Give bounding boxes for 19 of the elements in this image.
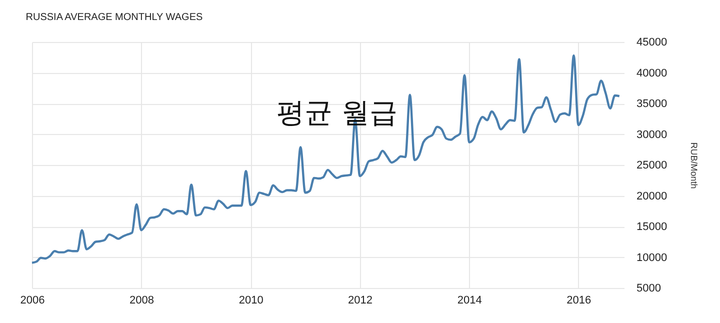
x-tick-label: 2016 xyxy=(566,294,592,306)
y2-tick-label: 40000 xyxy=(636,67,668,80)
annotation: 평균 월급 xyxy=(276,96,398,129)
y2-tick-label: 25000 xyxy=(636,160,668,172)
x-tick-label: 2008 xyxy=(129,294,154,306)
line-series xyxy=(30,54,620,264)
chart-title: RUSSIA AVERAGE MONTHLY WAGES xyxy=(26,12,203,23)
x-tick-label: 2012 xyxy=(348,294,373,306)
y2-tick-label: 5000 xyxy=(636,282,661,294)
y2-tick-label: 20000 xyxy=(636,190,668,202)
y2-tick-label: 35000 xyxy=(636,98,668,110)
y2-tick-label: 10000 xyxy=(636,252,668,264)
x-tick-label: 2006 xyxy=(20,294,45,306)
x-tick-label: 2014 xyxy=(457,294,482,306)
y2-tick-label: 30000 xyxy=(636,128,668,141)
y2-tick-label: 45000 xyxy=(636,36,668,48)
y2-tick-label: 15000 xyxy=(636,221,668,233)
y2-axis-title: RUB/Month xyxy=(689,142,700,189)
x-tick-label: 2010 xyxy=(238,294,264,306)
